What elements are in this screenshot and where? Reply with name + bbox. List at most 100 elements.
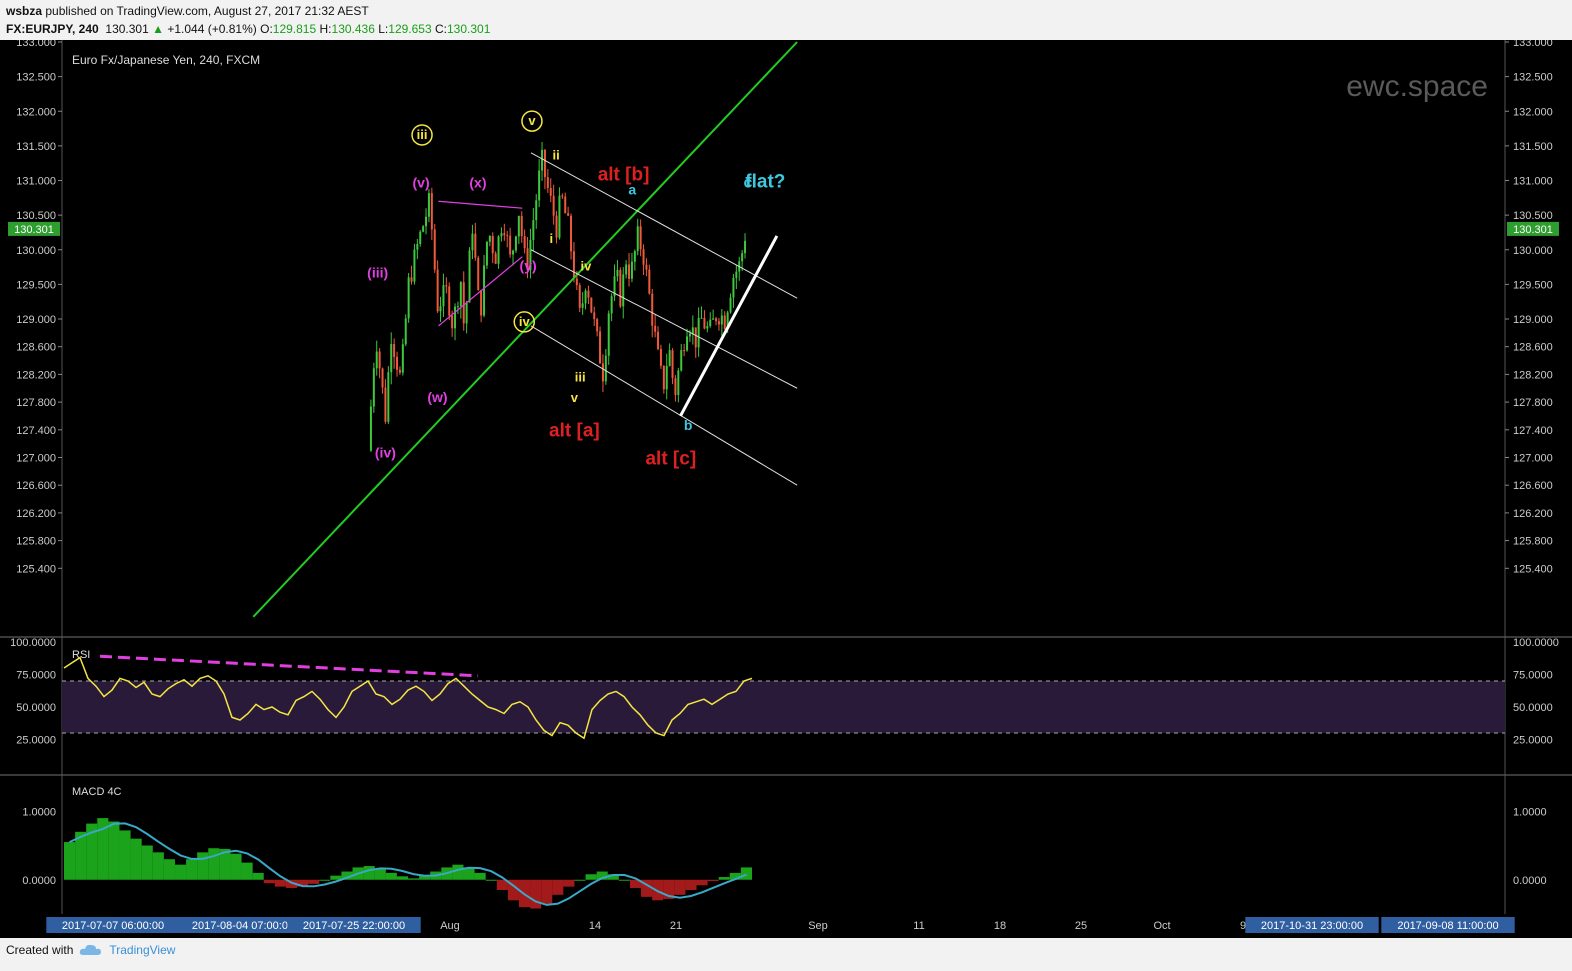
candle-body [683,350,686,352]
macd-bar [130,838,142,880]
published-text: published on TradingView.com, August 27,… [45,4,369,18]
high-value: 130.436 [331,22,375,36]
macd-bar [618,879,630,881]
price-tick-label-right: 131.500 [1513,141,1553,153]
candle-body [488,235,491,242]
macd-bar [652,879,664,901]
candle-body [735,271,738,278]
wave-label-circled: iv [519,314,531,329]
candle-body [567,213,570,216]
time-tick-label: 21 [670,920,682,932]
macd-bar [163,859,175,880]
candle-body [686,336,689,351]
candle-body [445,285,448,287]
macd-bar [485,879,497,881]
rsi-divergence-line [99,654,479,678]
time-tick-highlight [46,917,180,933]
candle-body [561,195,564,197]
candle-body [593,312,596,320]
macd-bar [108,821,120,880]
price-tick-label-right: 125.400 [1513,563,1553,575]
wave-label: iv [581,259,593,274]
macd-bar [463,867,475,880]
candle-body [616,269,619,277]
candle-body [552,195,555,216]
candle-body [665,365,668,390]
candle-body [526,248,529,270]
rsi-tick-label-right: 25.0000 [1513,735,1553,747]
last-price: 130.301 [105,22,149,36]
candle-body [654,325,657,332]
channel-upper-line [530,152,798,299]
created-with-text: Created with [6,943,74,957]
candle-body [442,285,445,307]
macd-bar [285,879,298,888]
candle-body [619,269,622,307]
candle-body [715,318,718,322]
candle-body [485,241,488,266]
price-tick-label-left: 133.000 [16,40,56,49]
price-tick-label-right: 127.800 [1513,397,1553,409]
macd-bar [363,866,375,880]
candle-body [648,269,651,294]
candle-body [657,331,660,350]
candle-body [622,274,625,307]
candle-body [509,235,512,255]
publisher-name[interactable]: wsbza [6,4,43,18]
macd-title: MACD 4C [72,786,122,798]
chart-canvas[interactable]: Euro Fx/Japanese Yen, 240, FXCM ewc.space… [0,40,1572,938]
last-price-label-right: 130.301 [1513,224,1553,236]
candle-body [535,200,538,221]
last-price-marker-right [1507,221,1559,236]
high-label: H: [319,22,332,36]
price-tick-label-left: 132.500 [16,72,56,84]
candle-body [404,318,407,345]
candle-body [523,236,526,249]
macd-bar [596,871,608,880]
candle-body [401,344,404,373]
candle-body [636,226,639,252]
macd-bar [97,818,109,880]
macd-bar [341,871,353,880]
candle-body [396,356,399,370]
macd-bar [174,864,187,880]
candle-body [480,290,483,316]
chart-title: Euro Fx/Japanese Yen, 240, FXCM [72,53,260,67]
price-tick-label-right: 132.000 [1513,106,1553,118]
wave-label: (v) [413,174,430,190]
rsi-title: RSI [72,649,90,661]
rsi-tick-label-right: 75.0000 [1513,670,1553,682]
macd-bar [718,877,730,880]
candle-body [503,233,506,236]
wave-label: a [628,181,636,197]
candle-body [741,253,744,262]
wave-label-circle [513,311,535,333]
price-tick-label-right: 126.200 [1513,508,1553,520]
candle-body [703,317,706,329]
time-tick-highlight [287,917,421,933]
candle-body [610,296,613,314]
macd-bar [119,830,131,880]
candle-body [596,319,599,332]
macd-tick-label-right: 1.0000 [1513,806,1547,818]
wave-label: b [684,417,693,433]
price-tick-label-left: 130.000 [16,245,56,257]
time-tick-label: 2017-07-07 06:00:00 [62,920,164,932]
candle-body [494,253,497,264]
time-tick-label: 9 [1240,920,1246,932]
candle-body [709,319,712,326]
candle-body [416,243,419,250]
candle-body [407,277,410,319]
macd-bar [696,879,708,886]
tradingview-link[interactable]: TradingView [109,943,176,957]
alt-label: alt [b] [598,165,650,186]
price-tick-label-right: 126.600 [1513,480,1553,492]
candle-body [642,249,645,265]
wave-label: v [571,390,579,405]
candle-body [390,344,393,373]
symbol: FX:EURJPY, 240 [6,22,99,36]
candle-body [433,229,436,270]
wave-label: ii [552,148,559,163]
pane-separator [0,774,1572,776]
price-tick-label-right: 128.600 [1513,342,1553,354]
